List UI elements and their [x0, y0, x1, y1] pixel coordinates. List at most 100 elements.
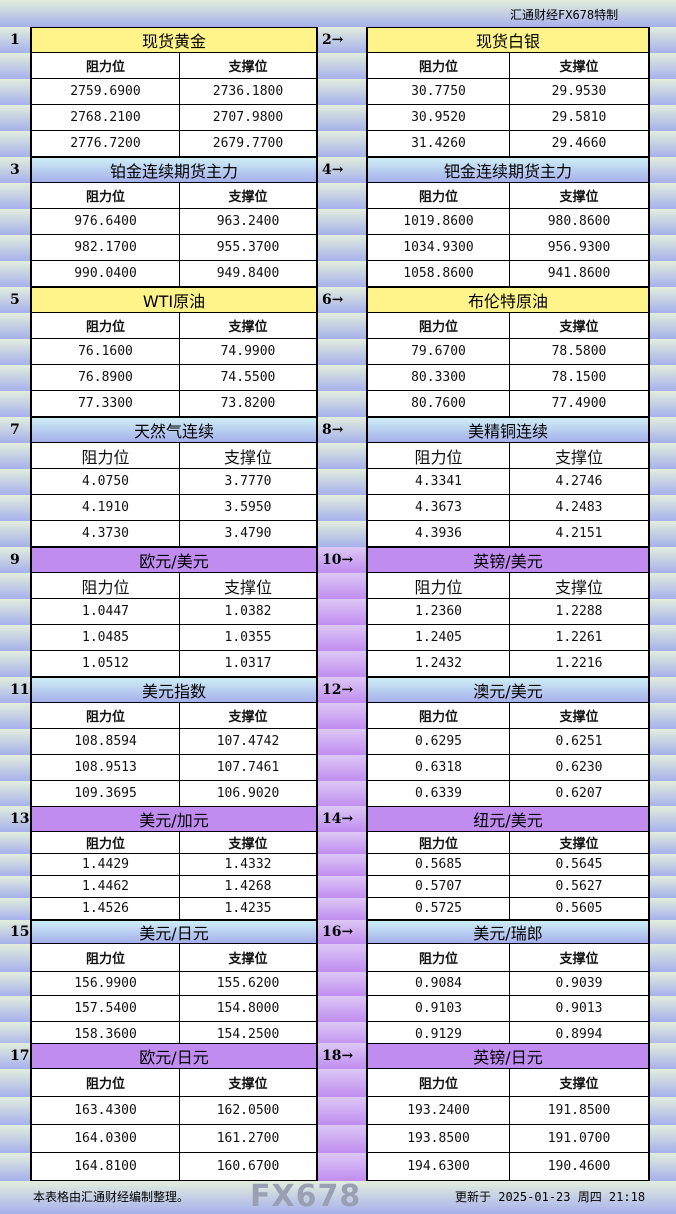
resistance-column-header: 阻力位 [368, 313, 510, 339]
support-value: 154.2500 [180, 1022, 316, 1047]
resistance-column-header: 阻力位 [368, 1069, 510, 1097]
support-column-header: 支撑位 [510, 944, 648, 972]
resistance-value: 976.6400 [32, 209, 180, 235]
section-title: 美元/瑞郎 [368, 920, 648, 944]
middle-strip [318, 898, 368, 920]
resistance-column-header: 阻力位 [32, 53, 180, 79]
middle-strip [318, 755, 368, 781]
resistance-column-header: 阻力位 [368, 183, 510, 209]
resistance-value: 164.8100 [32, 1153, 180, 1181]
support-value: 963.2400 [180, 209, 316, 235]
section-number: 1 [10, 32, 20, 48]
middle-strip [318, 651, 368, 677]
resistance-value: 76.8900 [32, 365, 180, 391]
support-value: 1.4268 [180, 876, 316, 898]
section-number: 15 [10, 924, 30, 940]
support-value: 191.0700 [510, 1125, 648, 1153]
resistance-value: 4.3730 [32, 521, 180, 547]
support-value: 0.8994 [510, 1022, 648, 1047]
section-number: 9 [10, 552, 20, 568]
support-column-header: 支撑位 [510, 313, 648, 339]
resistance-value: 2776.7200 [32, 131, 180, 157]
resistance-value: 156.9900 [32, 972, 180, 996]
support-value: 0.5627 [510, 876, 648, 898]
support-column-header: 支撑位 [510, 53, 648, 79]
resistance-value: 108.8594 [32, 729, 180, 755]
support-value: 4.2151 [510, 521, 648, 547]
support-value: 154.8000 [180, 996, 316, 1022]
resistance-value: 158.3600 [32, 1022, 180, 1047]
resistance-column-header: 阻力位 [32, 313, 180, 339]
section-title: 布伦特原油 [368, 287, 648, 313]
section-title: 英镑/美元 [368, 547, 648, 573]
resistance-value: 1.0485 [32, 625, 180, 651]
middle-strip [318, 1069, 368, 1097]
support-value: 78.5800 [510, 339, 648, 365]
support-value: 0.6207 [510, 781, 648, 807]
section-number: 8→ [322, 422, 344, 438]
support-column-header: 支撑位 [510, 443, 648, 469]
section-table [366, 547, 650, 677]
section-title: 美元/日元 [32, 920, 316, 944]
credit-label: 汇通财经FX678特制 [510, 8, 619, 22]
resistance-value: 1.4429 [32, 854, 180, 876]
support-value: 1.4235 [180, 898, 316, 920]
middle-strip [318, 1097, 368, 1125]
middle-strip [318, 876, 368, 898]
support-value: 191.8500 [510, 1097, 648, 1125]
support-value: 29.4660 [510, 131, 648, 157]
resistance-value: 1019.8600 [368, 209, 510, 235]
middle-strip [318, 832, 368, 854]
support-value: 2679.7700 [180, 131, 316, 157]
resistance-value: 2768.2100 [32, 105, 180, 131]
top-band [0, 0, 676, 27]
resistance-value: 108.9513 [32, 755, 180, 781]
support-value: 77.4900 [510, 391, 648, 417]
section-title: 纽元/美元 [368, 806, 648, 832]
middle-strip [318, 806, 368, 832]
support-column-header: 支撑位 [180, 944, 316, 972]
support-value: 956.9300 [510, 235, 648, 261]
support-value: 2707.9800 [180, 105, 316, 131]
resistance-value: 1.0512 [32, 651, 180, 677]
resistance-value: 76.1600 [32, 339, 180, 365]
resistance-column-header: 阻力位 [32, 703, 180, 729]
section-title: 欧元/美元 [32, 547, 316, 573]
resistance-column-header: 阻力位 [368, 944, 510, 972]
support-value: 190.4600 [510, 1153, 648, 1181]
support-column-header: 支撑位 [180, 703, 316, 729]
resistance-value: 0.5707 [368, 876, 510, 898]
section-number: 16→ [322, 924, 354, 940]
support-value: 1.2261 [510, 625, 648, 651]
resistance-value: 30.9520 [368, 105, 510, 131]
section-number: 18→ [322, 1048, 354, 1064]
footer-note: 本表格由汇通财经编制整理。 [33, 1190, 190, 1204]
support-column-header: 支撑位 [510, 832, 648, 854]
section-title: 美元指数 [32, 677, 316, 703]
support-column-header: 支撑位 [180, 443, 316, 469]
support-value: 1.4332 [180, 854, 316, 876]
support-column-header: 支撑位 [180, 313, 316, 339]
resistance-value: 0.5685 [368, 854, 510, 876]
resistance-value: 1058.8600 [368, 261, 510, 287]
section-table [30, 806, 318, 920]
section-number: 2→ [322, 32, 344, 48]
fx678-watermark: FX678 [250, 1179, 362, 1214]
support-value: 2736.1800 [180, 79, 316, 105]
section-number: 3 [10, 162, 20, 178]
section-title: 澳元/美元 [368, 677, 648, 703]
support-value: 0.6230 [510, 755, 648, 781]
section-table [30, 920, 318, 1047]
section-title: WTI原油 [32, 287, 316, 313]
resistance-value: 194.6300 [368, 1153, 510, 1181]
support-value: 980.8600 [510, 209, 648, 235]
resistance-value: 1034.9300 [368, 235, 510, 261]
support-value: 78.1500 [510, 365, 648, 391]
resistance-column-header: 阻力位 [32, 443, 180, 469]
middle-strip [318, 599, 368, 625]
section-title: 钯金连续期货主力 [368, 157, 648, 183]
support-value: 955.3700 [180, 235, 316, 261]
section-number: 12→ [322, 682, 354, 698]
section-table [30, 547, 318, 677]
resistance-value: 4.3341 [368, 469, 510, 495]
